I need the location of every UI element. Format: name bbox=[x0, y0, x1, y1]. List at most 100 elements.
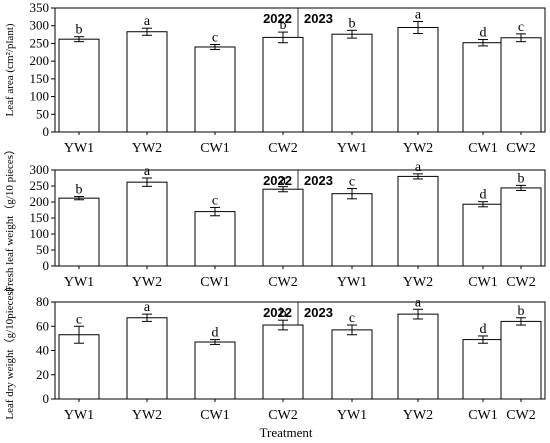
bar bbox=[126, 181, 168, 267]
significance-letter: b bbox=[76, 183, 83, 198]
bar bbox=[462, 42, 504, 133]
significance-letter: d bbox=[480, 322, 487, 337]
category-label: CW1 bbox=[468, 275, 498, 290]
category-label: YW1 bbox=[337, 408, 367, 423]
significance-letter: c bbox=[349, 311, 355, 326]
y-tick-label: 300 bbox=[30, 18, 50, 33]
y-tick-label: 250 bbox=[30, 35, 50, 50]
bar bbox=[58, 334, 100, 400]
bar bbox=[500, 187, 542, 267]
bar bbox=[194, 211, 236, 267]
significance-letter: b bbox=[76, 23, 83, 38]
significance-letter: c bbox=[212, 193, 218, 208]
bar bbox=[58, 38, 100, 133]
bar bbox=[262, 324, 304, 400]
category-label: YW1 bbox=[337, 275, 367, 290]
y-tick-label: 200 bbox=[30, 194, 50, 209]
significance-letter: a bbox=[280, 173, 287, 188]
category-label: CW1 bbox=[200, 275, 230, 290]
significance-letter: c bbox=[212, 30, 218, 45]
significance-letter: a bbox=[144, 300, 151, 315]
category-label: CW1 bbox=[200, 141, 230, 156]
category-label: CW2 bbox=[268, 408, 298, 423]
significance-letter: b bbox=[518, 304, 525, 319]
y-tick-label: 100 bbox=[30, 89, 50, 104]
category-label: CW2 bbox=[268, 275, 298, 290]
chart-3: 0 20 40 60 80 Leaf dry weight（g/10pieces） 2022… bbox=[3, 280, 546, 423]
y-tick-label: 60 bbox=[36, 318, 49, 333]
year-label: 2022 bbox=[263, 173, 292, 188]
y-tick-label: 80 bbox=[36, 294, 49, 309]
bar bbox=[331, 33, 373, 133]
category-label: YW2 bbox=[403, 408, 433, 423]
y-tick-label: 300 bbox=[30, 162, 50, 177]
chart-1: 0 50 100 150 200 250 300 350 Leaf area (cm²/plan… bbox=[4, 0, 546, 156]
bar bbox=[397, 175, 439, 267]
significance-letter: c bbox=[349, 175, 355, 190]
y-tick-label: 0 bbox=[43, 391, 50, 406]
category-label: CW2 bbox=[268, 141, 298, 156]
y-tick-label: 150 bbox=[30, 210, 50, 225]
bar bbox=[500, 37, 542, 133]
bar bbox=[462, 339, 504, 400]
category-label: YW2 bbox=[132, 408, 162, 423]
y-axis-label: Fresh leaf weight（g/10 pieces） bbox=[3, 144, 16, 292]
significance-letter: c bbox=[76, 312, 82, 327]
significance-letter: b bbox=[280, 306, 287, 321]
category-label: YW1 bbox=[64, 408, 94, 423]
significance-letter: a bbox=[415, 7, 422, 22]
category-label: YW2 bbox=[403, 141, 433, 156]
significance-letter: a bbox=[144, 164, 151, 179]
x-axis-title: Treatment bbox=[260, 425, 313, 440]
bar bbox=[194, 46, 236, 133]
bar bbox=[500, 320, 542, 400]
significance-letter: c bbox=[518, 20, 524, 35]
category-label: CW2 bbox=[506, 275, 536, 290]
category-label: YW1 bbox=[337, 141, 367, 156]
year-label: 2023 bbox=[304, 173, 333, 188]
category-label: YW2 bbox=[132, 141, 162, 156]
category-label: CW1 bbox=[468, 141, 498, 156]
y-tick-label: 0 bbox=[43, 124, 50, 139]
significance-letter: a bbox=[144, 14, 151, 29]
category-label: CW2 bbox=[506, 141, 536, 156]
bar bbox=[262, 188, 304, 267]
year-label: 2023 bbox=[304, 11, 333, 26]
year-label: 2023 bbox=[304, 305, 333, 320]
category-label: YW1 bbox=[64, 275, 94, 290]
bar bbox=[58, 197, 100, 267]
bar bbox=[462, 203, 504, 267]
y-tick-label: 40 bbox=[36, 343, 49, 358]
y-tick-label: 100 bbox=[30, 226, 50, 241]
category-label: YW2 bbox=[403, 275, 433, 290]
year-label: 2022 bbox=[263, 305, 292, 320]
bar bbox=[262, 36, 304, 133]
y-tick-label: 200 bbox=[30, 53, 50, 68]
significance-letter: d bbox=[480, 26, 487, 41]
y-tick-label: 350 bbox=[30, 0, 50, 15]
significance-letter: a bbox=[415, 295, 422, 310]
bar bbox=[331, 329, 373, 400]
significance-letter: b bbox=[349, 16, 356, 31]
y-tick-label: 250 bbox=[30, 178, 50, 193]
y-axis-label: Leaf area (cm²/plant) bbox=[4, 23, 16, 116]
significance-letter: a bbox=[415, 160, 422, 175]
bar bbox=[194, 341, 236, 400]
bar bbox=[397, 26, 439, 133]
category-label: CW1 bbox=[468, 408, 498, 423]
bar bbox=[126, 31, 168, 133]
significance-letter: d bbox=[212, 326, 219, 341]
y-tick-label: 50 bbox=[36, 242, 49, 257]
y-axis-label: Leaf dry weight（g/10pieces） bbox=[3, 280, 16, 419]
y-tick-label: 0 bbox=[43, 258, 50, 273]
year-label: 2022 bbox=[263, 11, 292, 26]
category-label: CW2 bbox=[506, 408, 536, 423]
y-tick-label: 150 bbox=[30, 71, 50, 86]
category-label: YW2 bbox=[132, 275, 162, 290]
y-tick-label: 50 bbox=[36, 106, 49, 121]
y-tick-label: 20 bbox=[36, 367, 49, 382]
bar bbox=[126, 317, 168, 400]
bar bbox=[331, 193, 373, 267]
